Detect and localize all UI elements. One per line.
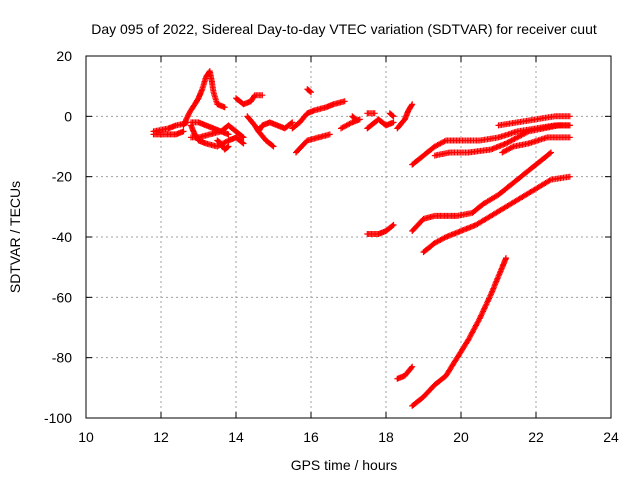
x-tick-label: 10 — [78, 429, 94, 445]
data-point-marks — [180, 68, 228, 129]
y-tick-label: -20 — [52, 169, 72, 185]
plot-frame — [85, 55, 612, 419]
series-arc-18 — [394, 101, 416, 132]
y-axis-label: SDTVAR / TECUs — [7, 181, 23, 293]
series-arc-03 — [180, 68, 228, 129]
series-arc-20 — [364, 221, 397, 237]
series-arc-08 — [233, 92, 266, 108]
series-arc-15 — [349, 113, 359, 123]
data-point-marks — [409, 149, 554, 234]
x-axis-label: GPS time / hours — [291, 457, 398, 473]
data-point-marks — [289, 98, 348, 132]
series-arc-10 — [255, 119, 296, 135]
y-tick-label: -60 — [52, 289, 72, 305]
data-point-marks — [394, 101, 416, 132]
data-point-marks — [499, 134, 573, 156]
data-point-marks — [364, 110, 378, 117]
series-arc-07 — [214, 137, 232, 153]
y-tick-label: -100 — [44, 410, 72, 426]
data-point-marks — [394, 363, 416, 382]
y-tick-label: -40 — [52, 229, 72, 245]
data-point-marks — [255, 119, 296, 135]
x-tick-label: 22 — [528, 429, 544, 445]
data-point-marks — [293, 131, 333, 156]
x-tick-label: 20 — [453, 429, 469, 445]
x-tick-label: 16 — [303, 429, 319, 445]
series-arc-26 — [409, 149, 554, 234]
data-point-marks — [349, 113, 359, 123]
data-point-marks — [338, 116, 363, 132]
series-arc-16 — [364, 116, 397, 132]
data-point-marks — [431, 122, 573, 159]
data-point-marks — [409, 255, 509, 409]
y-tick-label: -80 — [52, 350, 72, 366]
series-arc-02 — [150, 128, 187, 138]
data-point-marks — [420, 173, 573, 256]
series-arc-23 — [431, 122, 573, 159]
data-point-marks — [495, 113, 573, 129]
y-tick-label: 0 — [64, 108, 72, 124]
data-point-marks — [233, 92, 266, 108]
series-arc-19 — [386, 110, 397, 120]
series-arc-06 — [188, 119, 232, 138]
series-arc-24 — [495, 113, 573, 129]
data-point-marks — [364, 221, 397, 237]
data-point-marks — [304, 86, 314, 96]
series-arc-21 — [394, 363, 416, 382]
series-arc-28 — [409, 255, 509, 409]
data-point-marks — [364, 116, 397, 132]
x-tick-label: 18 — [378, 429, 394, 445]
grid-lines — [86, 56, 611, 418]
series-arc-12 — [293, 131, 333, 156]
data-point-marks — [386, 110, 397, 120]
series-arc-11 — [289, 98, 348, 132]
x-tick-label: 24 — [603, 429, 619, 445]
data-point-marks — [150, 128, 187, 138]
series-arc-17 — [364, 110, 378, 117]
data-point-marks — [188, 119, 232, 138]
data-point-marks — [214, 137, 232, 153]
tick-labels: 10 12 14 16 18 20 22 24 20 0 -20 -40 -60 -80 -100 — [44, 48, 619, 445]
series-arc-14 — [338, 116, 363, 132]
series-arc-25 — [499, 134, 573, 156]
x-tick-label: 14 — [228, 429, 244, 445]
series-arc-13 — [304, 86, 314, 96]
data-series — [150, 68, 573, 409]
series-arc-27 — [420, 173, 573, 256]
chart-title: Day 095 of 2022, Sidereal Day-to-day VTE… — [91, 21, 597, 37]
y-tick-label: 20 — [56, 48, 72, 64]
x-tick-label: 12 — [153, 429, 169, 445]
